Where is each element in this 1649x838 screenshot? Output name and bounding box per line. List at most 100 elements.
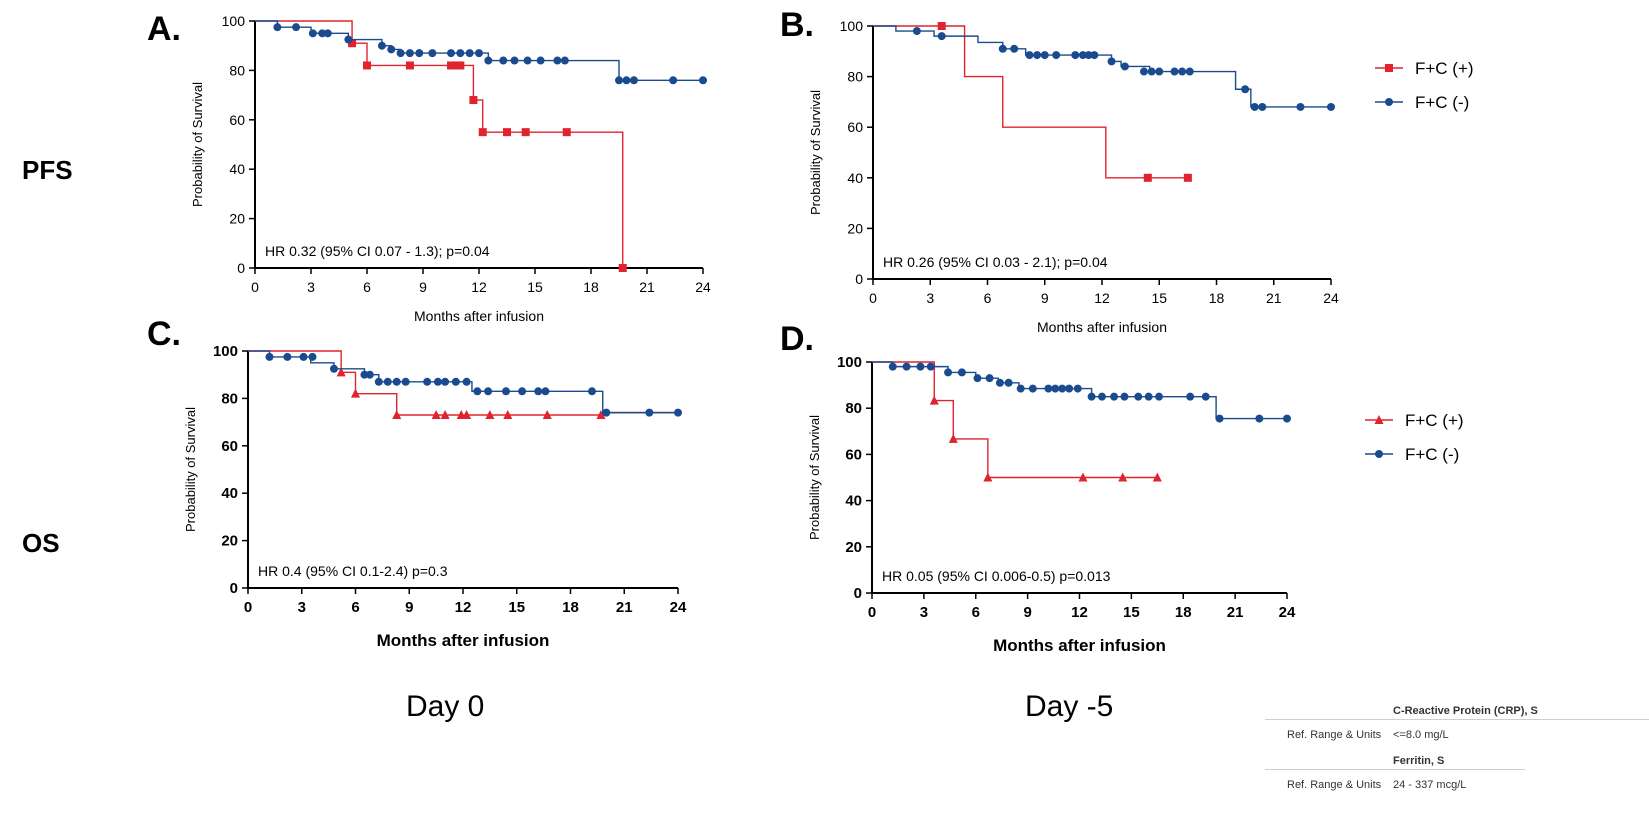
censor-mark-fc-neg bbox=[433, 377, 442, 386]
x-tick-label: 6 bbox=[984, 290, 992, 306]
y-tick-label: 80 bbox=[845, 400, 862, 417]
censor-mark-fc-neg bbox=[318, 29, 327, 38]
censor-mark-fc-pos bbox=[363, 61, 371, 70]
legend-item: F+C (+) bbox=[1375, 59, 1474, 78]
censor-mark-fc-neg bbox=[462, 377, 471, 386]
censor-mark-fc-neg bbox=[484, 387, 493, 396]
y-tick-label: 100 bbox=[840, 18, 864, 34]
censor-mark-fc-neg bbox=[602, 408, 611, 417]
hr-annotation: HR 0.32 (95% CI 0.07 - 1.3); p=0.04 bbox=[265, 243, 490, 259]
row-label-pfs: PFS bbox=[22, 155, 73, 185]
y-axis-title: Probability of Survival bbox=[183, 407, 198, 532]
censor-mark-fc-neg bbox=[523, 56, 532, 65]
censor-mark-fc-neg bbox=[553, 56, 562, 65]
km-panel-a: A. 0 3 6 9 12 15 18 21 24 0 20 40 60 80 100 Months after… bbox=[147, 10, 711, 324]
y-tick-label: 80 bbox=[221, 390, 238, 407]
x-tick-label: 18 bbox=[1175, 604, 1192, 621]
x-tick-label: 24 bbox=[1323, 290, 1339, 306]
censor-mark-fc-neg bbox=[396, 49, 405, 58]
column-label-day-minus5: Day -5 bbox=[1025, 690, 1114, 723]
censor-mark-fc-neg bbox=[1044, 384, 1053, 393]
censor-mark-fc-pos bbox=[1183, 173, 1192, 182]
censor-mark-fc-neg bbox=[308, 352, 317, 361]
x-tick-label: 9 bbox=[405, 599, 413, 616]
x-tick-label: 12 bbox=[1094, 290, 1110, 306]
censor-mark-fc-neg bbox=[330, 364, 338, 373]
x-tick-label: 15 bbox=[527, 279, 543, 295]
legend-marker bbox=[1375, 450, 1383, 458]
censor-mark-fc-pos bbox=[542, 409, 552, 419]
censor-mark-fc-pos bbox=[351, 388, 360, 398]
legend-marker bbox=[1385, 64, 1393, 72]
censor-mark-fc-neg bbox=[1016, 384, 1025, 393]
censor-mark-fc-pos bbox=[485, 409, 495, 419]
y-tick-label: 100 bbox=[213, 343, 238, 360]
hr-annotation: HR 0.05 (95% CI 0.006-0.5) p=0.013 bbox=[882, 568, 1111, 584]
censor-mark-fc-neg bbox=[299, 352, 308, 361]
censor-mark-fc-neg bbox=[510, 56, 519, 65]
table-divider bbox=[1265, 719, 1649, 720]
censor-mark-fc-pos bbox=[983, 472, 993, 482]
censor-mark-fc-pos bbox=[503, 409, 513, 419]
censor-mark-fc-neg bbox=[475, 49, 483, 58]
censor-mark-fc-pos bbox=[503, 128, 511, 137]
censor-mark-fc-pos bbox=[478, 128, 487, 137]
x-tick-label: 12 bbox=[471, 279, 487, 295]
censor-mark-fc-neg bbox=[405, 49, 414, 58]
x-tick-label: 3 bbox=[298, 599, 306, 616]
ferritin-ref-label: Ref. Range & Units bbox=[1287, 779, 1382, 791]
censor-mark-fc-neg bbox=[1185, 67, 1194, 76]
x-tick-label: 12 bbox=[455, 599, 472, 616]
column-label-day0: Day 0 bbox=[406, 690, 485, 723]
censor-mark-fc-neg bbox=[1087, 392, 1096, 401]
censor-mark-fc-neg bbox=[1052, 51, 1061, 60]
legend-marker bbox=[1374, 415, 1384, 424]
y-tick-label: 20 bbox=[847, 220, 863, 236]
censor-mark-fc-neg bbox=[265, 352, 274, 361]
censor-mark-fc-neg bbox=[937, 32, 946, 41]
y-tick-label: 40 bbox=[229, 161, 245, 177]
censor-mark-fc-neg bbox=[534, 387, 543, 396]
censor-mark-fc-neg bbox=[1078, 51, 1087, 60]
censor-mark-fc-neg bbox=[536, 56, 545, 65]
y-tick-label: 20 bbox=[221, 533, 238, 550]
km-curve-fc-neg bbox=[255, 20, 703, 81]
x-tick-label: 18 bbox=[583, 279, 599, 295]
x-axis-title: Months after infusion bbox=[377, 631, 550, 650]
y-tick-label: 40 bbox=[845, 493, 862, 510]
x-tick-label: 9 bbox=[1023, 604, 1031, 621]
censor-mark-fc-neg bbox=[401, 377, 410, 386]
censor-mark-fc-neg bbox=[283, 352, 292, 361]
y-tick-label: 60 bbox=[221, 438, 238, 455]
y-tick-label: 40 bbox=[221, 485, 238, 502]
x-tick-label: 15 bbox=[508, 599, 525, 616]
x-tick-label: 0 bbox=[869, 290, 877, 306]
x-tick-label: 21 bbox=[1266, 290, 1282, 306]
legend-item: F+C (-) bbox=[1365, 445, 1459, 464]
censor-mark-fc-neg bbox=[1144, 392, 1153, 401]
y-tick-label: 80 bbox=[229, 62, 245, 78]
censor-mark-fc-neg bbox=[1178, 67, 1187, 76]
censor-mark-fc-neg bbox=[995, 378, 1004, 387]
censor-mark-fc-pos bbox=[618, 264, 627, 272]
x-tick-label: 6 bbox=[351, 599, 359, 616]
censor-mark-fc-pos bbox=[1152, 472, 1162, 482]
x-tick-label: 9 bbox=[419, 279, 427, 295]
y-tick-label: 60 bbox=[845, 446, 862, 463]
censor-mark-fc-neg bbox=[957, 368, 966, 377]
censor-mark-fc-neg bbox=[1090, 51, 1099, 60]
censor-mark-fc-neg bbox=[1084, 51, 1093, 60]
legend-label: F+C (+) bbox=[1415, 59, 1474, 78]
censor-mark-fc-neg bbox=[1107, 57, 1116, 66]
censor-mark-fc-neg bbox=[447, 49, 455, 58]
censor-mark-fc-neg bbox=[588, 387, 596, 396]
censor-mark-fc-neg bbox=[1120, 62, 1129, 71]
y-tick-label: 0 bbox=[237, 260, 245, 276]
km-curve-fc-neg bbox=[873, 25, 1331, 108]
x-tick-label: 3 bbox=[920, 604, 928, 621]
censor-mark-fc-neg bbox=[484, 56, 493, 65]
censor-mark-fc-neg bbox=[1033, 51, 1042, 60]
censor-mark-fc-neg bbox=[1134, 392, 1143, 401]
censor-mark-fc-pos bbox=[1143, 173, 1152, 182]
y-tick-label: 0 bbox=[230, 580, 238, 597]
